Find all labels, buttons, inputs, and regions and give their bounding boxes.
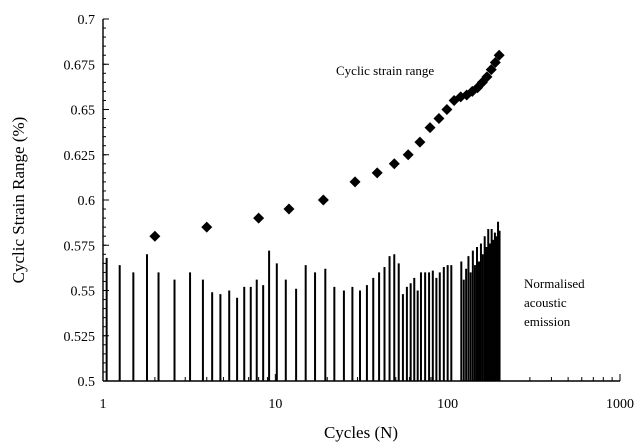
strain-point: [493, 49, 505, 61]
strain-point: [485, 64, 497, 76]
strain-point: [414, 136, 426, 148]
y-tick-label: 0.65: [71, 104, 96, 119]
x-tick-label: 100: [437, 397, 458, 412]
x-axis-title: Cycles (N): [324, 423, 398, 442]
strain-point: [481, 71, 493, 83]
y-tick-label: 0.6: [78, 194, 96, 209]
y-tick-label: 0.55: [71, 285, 96, 300]
strain-range-markers: [149, 49, 505, 242]
strain-point: [349, 176, 361, 188]
acoustic-emission-bars: [105, 221, 501, 381]
x-tick-label: 10: [268, 397, 282, 412]
strain-point: [424, 122, 436, 134]
y-tick-label: 0.625: [64, 149, 96, 164]
ae-label-line: emission: [524, 314, 571, 329]
y-tick-label: 0.575: [64, 239, 96, 254]
annotations: Cyclic strain range Normalised acoustic emi…: [336, 63, 585, 329]
y-axis-title: Cyclic Strain Range (%): [9, 117, 28, 284]
strain-point: [149, 230, 161, 242]
x-tick-label: 1000: [606, 397, 634, 412]
strain-point: [388, 158, 400, 170]
y-tick-label: 0.5: [78, 375, 96, 390]
strain-label-line: Cyclic strain range: [336, 63, 434, 78]
strain-point: [253, 212, 265, 224]
strain-point: [317, 194, 329, 206]
strain-point: [201, 221, 213, 233]
x-tick-label: 1: [100, 397, 107, 412]
tick-labels: 0.5 0.525 0.55 0.575 0.6 0.625 0.65 0.675 0.7 1 10…: [64, 13, 635, 412]
y-tick-label: 0.7: [78, 13, 96, 28]
y-tick-label: 0.675: [64, 58, 96, 73]
y-tick-label: 0.525: [64, 330, 96, 345]
ae-label-line: acoustic: [524, 295, 567, 310]
ae-label-line: Normalised: [524, 276, 585, 291]
strain-point: [371, 167, 383, 179]
strain-point: [433, 113, 445, 125]
ticks: [102, 18, 621, 382]
strain-point: [489, 56, 501, 68]
strain-point: [441, 104, 453, 115]
strain-point: [402, 149, 414, 161]
strain-point: [283, 203, 295, 215]
